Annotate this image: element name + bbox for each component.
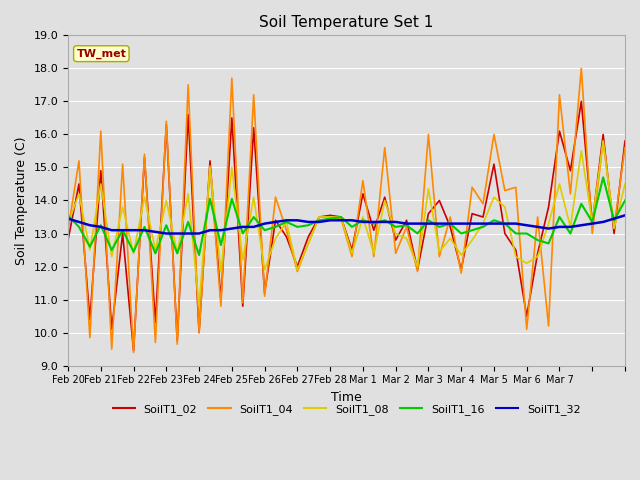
SoilT1_32	[435, 221, 443, 227]
SoilT1_32	[108, 228, 116, 233]
SoilT1_32	[337, 217, 345, 223]
SoilT1_16	[599, 174, 607, 180]
Line: SoilT1_32: SoilT1_32	[68, 216, 625, 233]
SoilT1_32	[588, 221, 596, 227]
SoilT1_08	[370, 251, 378, 256]
SoilT1_16	[370, 221, 378, 227]
SoilT1_04	[370, 254, 378, 260]
SoilT1_02	[337, 214, 345, 220]
SoilT1_08	[108, 254, 116, 260]
SoilT1_16	[413, 230, 421, 236]
SoilT1_04	[130, 349, 138, 355]
SoilT1_16	[64, 213, 72, 218]
Line: SoilT1_08: SoilT1_08	[68, 141, 625, 306]
SoilT1_02	[621, 138, 629, 144]
SoilT1_16	[195, 252, 203, 258]
SoilT1_16	[108, 247, 116, 253]
SoilT1_08	[435, 249, 443, 254]
SoilT1_08	[413, 264, 421, 269]
SoilT1_02	[64, 237, 72, 243]
SoilT1_04	[435, 254, 443, 260]
Y-axis label: Soil Temperature (C): Soil Temperature (C)	[15, 136, 28, 265]
SoilT1_08	[599, 138, 607, 144]
SoilT1_08	[64, 221, 72, 227]
SoilT1_08	[621, 181, 629, 187]
SoilT1_32	[272, 219, 280, 225]
SoilT1_16	[337, 214, 345, 220]
SoilT1_32	[163, 230, 170, 236]
SoilT1_04	[577, 65, 585, 71]
Line: SoilT1_04: SoilT1_04	[68, 68, 625, 352]
SoilT1_32	[413, 221, 421, 227]
SoilT1_02	[435, 198, 443, 204]
SoilT1_08	[195, 303, 203, 309]
SoilT1_02	[108, 326, 116, 332]
SoilT1_32	[64, 216, 72, 222]
Line: SoilT1_02: SoilT1_02	[68, 101, 625, 351]
SoilT1_02	[370, 228, 378, 233]
SoilT1_16	[621, 198, 629, 204]
X-axis label: Time: Time	[331, 391, 362, 404]
SoilT1_16	[272, 224, 280, 230]
SoilT1_16	[435, 224, 443, 230]
Line: SoilT1_16: SoilT1_16	[68, 177, 625, 255]
SoilT1_08	[272, 236, 280, 241]
SoilT1_04	[64, 228, 72, 233]
SoilT1_08	[337, 214, 345, 220]
SoilT1_02	[272, 217, 280, 223]
SoilT1_04	[337, 216, 345, 222]
SoilT1_02	[413, 267, 421, 273]
SoilT1_02	[577, 98, 585, 104]
SoilT1_04	[108, 346, 116, 352]
SoilT1_04	[621, 145, 629, 151]
Text: TW_met: TW_met	[76, 48, 126, 59]
SoilT1_04	[413, 269, 421, 275]
SoilT1_32	[621, 213, 629, 218]
Legend: SoilT1_02, SoilT1_04, SoilT1_08, SoilT1_16, SoilT1_32: SoilT1_02, SoilT1_04, SoilT1_08, SoilT1_…	[108, 400, 585, 420]
Title: Soil Temperature Set 1: Soil Temperature Set 1	[259, 15, 434, 30]
SoilT1_04	[272, 194, 280, 200]
SoilT1_02	[130, 348, 138, 354]
